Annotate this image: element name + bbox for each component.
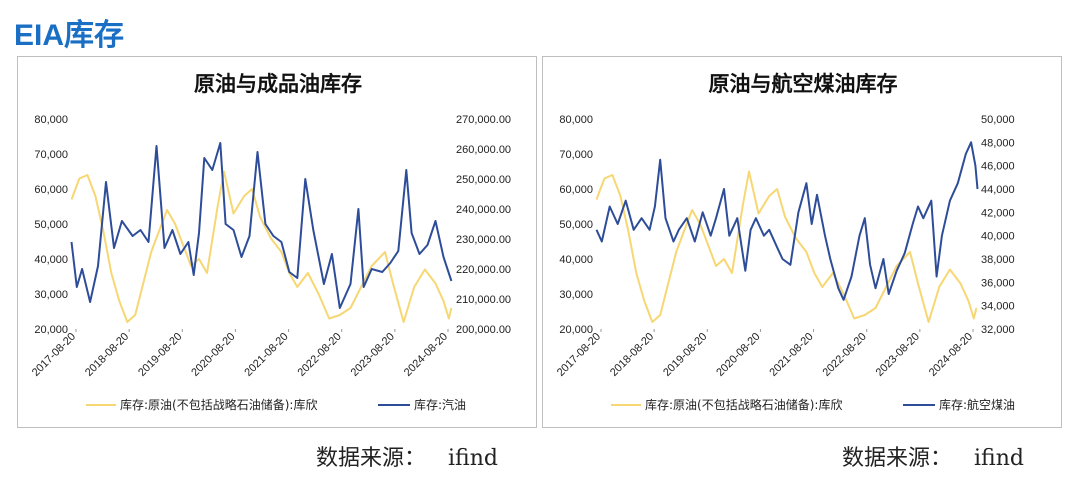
source-value: ifind [448, 446, 498, 471]
chart-panel-refined-products: 原油与成品油库存 20,000 30,000 40,000 50,000 60,000 70… [17, 56, 537, 428]
x-tick-label: 2024-08-20 [927, 331, 975, 379]
y-right-tick-label: 200,000.00 [456, 324, 511, 336]
x-tick-label: 2024-08-20 [402, 331, 450, 379]
x-tick-label: 2020-08-20 [714, 331, 762, 379]
y-left-tick-label: 20,000 [34, 324, 68, 336]
x-tick-label: 2017-08-20 [555, 331, 603, 379]
y-left-tick-label: 80,000 [34, 114, 68, 126]
y-right-tick-label: 50,000 [981, 114, 1015, 126]
y-left-tick-label: 20,000 [559, 324, 593, 336]
y-right-tick-label: 42,000 [981, 207, 1015, 219]
y-right-tick-label: 220,000.00 [456, 264, 511, 276]
x-tick-label: 2018-08-20 [83, 331, 131, 379]
y-right-tick-label: 48,000 [981, 137, 1015, 149]
series-line-crude [70, 170, 453, 323]
y-left-tick-label: 70,000 [34, 149, 68, 161]
y-right-tick-label: 36,000 [981, 277, 1015, 289]
y-left-tick-label: 30,000 [559, 289, 593, 301]
source-note-left: 数据来源： ifind [316, 440, 498, 472]
y-left-tick-label: 60,000 [34, 184, 68, 196]
y-left-tick-label: 30,000 [34, 289, 68, 301]
y-right-tick-label: 240,000.00 [456, 204, 511, 216]
y-left-tick-label: 80,000 [559, 114, 593, 126]
y-right-tick-label: 46,000 [981, 161, 1015, 173]
series-line-crude [595, 170, 978, 323]
y-right-tick-label: 34,000 [981, 301, 1015, 313]
source-label: 数据来源： [842, 446, 953, 471]
x-tick-label: 2019-08-20 [661, 331, 709, 379]
y-right-tick-label: 210,000.00 [456, 294, 511, 306]
legend-label-crude: 库存:原油(不包括战略石油储备):库欣 [120, 397, 317, 412]
x-tick-label: 2022-08-20 [296, 331, 344, 379]
x-tick-label: 2023-08-20 [349, 331, 397, 379]
y-left-tick-label: 60,000 [559, 184, 593, 196]
y-right-tick-label: 38,000 [981, 254, 1015, 266]
y-left-tick-label: 40,000 [34, 254, 68, 266]
x-tick-label: 2021-08-20 [767, 331, 815, 379]
legend-label-secondary: 库存:航空煤油 [939, 397, 1015, 412]
x-tick-label: 2017-08-20 [30, 331, 78, 379]
y-right-tick-label: 260,000.00 [456, 144, 511, 156]
y-left-tick-label: 50,000 [34, 219, 68, 231]
y-left-tick-label: 70,000 [559, 149, 593, 161]
x-tick-label: 2019-08-20 [136, 331, 184, 379]
y-right-tick-label: 230,000.00 [456, 234, 511, 246]
x-tick-label: 2022-08-20 [821, 331, 869, 379]
chart-svg: 原油与成品油库存 20,000 30,000 40,000 50,000 60,000 70… [30, 72, 511, 412]
series-line-secondary [595, 141, 979, 301]
x-tick-label: 2021-08-20 [242, 331, 290, 379]
page-title: EIA库存 [14, 19, 125, 52]
source-label: 数据来源： [316, 446, 427, 471]
x-tick-label: 2020-08-20 [189, 331, 237, 379]
legend-label-secondary: 库存:汽油 [414, 397, 466, 412]
x-tick-label: 2023-08-20 [874, 331, 922, 379]
y-right-tick-label: 40,000 [981, 231, 1015, 243]
y-right-tick-label: 270,000.00 [456, 114, 511, 126]
chart-panel-jet-fuel: 原油与航空煤油库存 20,000 30,000 40,000 50,000 60,000 7… [542, 56, 1062, 428]
y-left-tick-label: 50,000 [559, 219, 593, 231]
chart-title: 原油与成品油库存 [194, 72, 362, 96]
y-left-tick-label: 40,000 [559, 254, 593, 266]
y-right-tick-label: 32,000 [981, 324, 1015, 336]
legend-label-crude: 库存:原油(不包括战略石油储备):库欣 [645, 397, 842, 412]
series-line-secondary [70, 142, 453, 309]
y-right-tick-label: 250,000.00 [456, 174, 511, 186]
source-value: ifind [974, 446, 1024, 471]
source-note-right: 数据来源： ifind [842, 440, 1024, 472]
chart-title: 原油与航空煤油库存 [709, 72, 898, 96]
y-right-tick-label: 44,000 [981, 184, 1015, 196]
x-tick-label: 2018-08-20 [608, 331, 656, 379]
chart-svg: 原油与航空煤油库存 20,000 30,000 40,000 50,000 60,000 7… [555, 72, 1015, 412]
